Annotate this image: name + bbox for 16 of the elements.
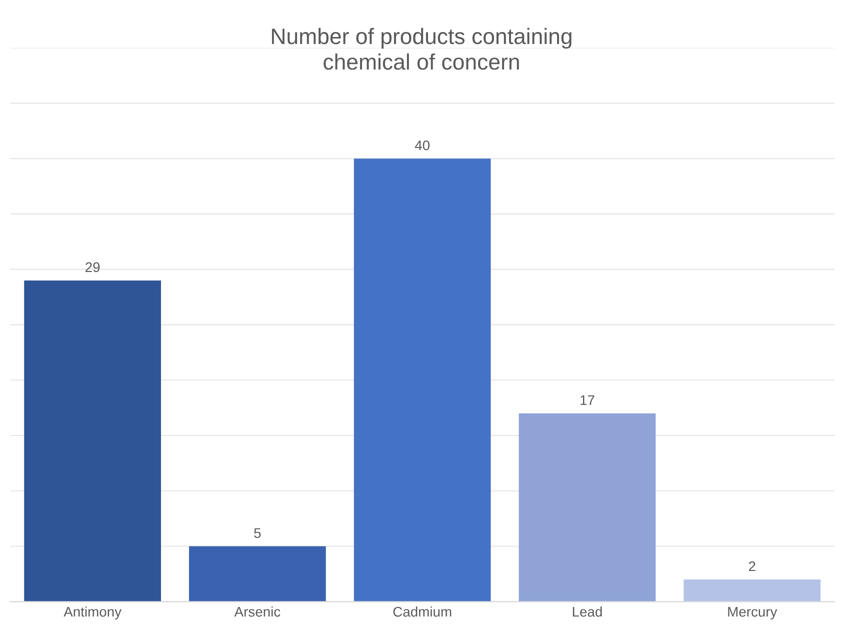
data-label: 40	[414, 140, 430, 150]
data-label: 17	[580, 395, 594, 405]
x-tick-label: Mercury	[728, 607, 778, 620]
bar	[354, 158, 491, 602]
data-label: 29	[86, 262, 100, 272]
x-tick-label: Lead	[572, 606, 602, 617]
bar	[518, 413, 656, 602]
chart-title: Number of products containing chemical of concern	[272, 28, 572, 70]
x-tick-label: Cadmium	[393, 606, 452, 617]
data-label: 2	[748, 561, 756, 572]
bar	[189, 546, 326, 602]
bar	[684, 579, 821, 602]
x-tick-label: Arsenic	[234, 606, 280, 617]
x-tick-label: Antimony	[64, 606, 122, 620]
data-label: 5	[254, 528, 261, 538]
bar	[24, 280, 161, 602]
